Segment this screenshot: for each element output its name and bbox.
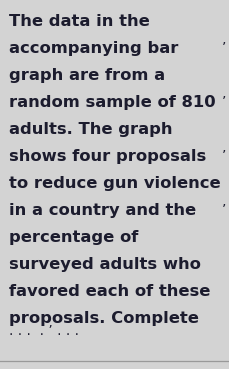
Text: surveyed adults who: surveyed adults who [9, 257, 200, 272]
Text: accompanying bar: accompanying bar [9, 41, 178, 56]
Text: The data in the: The data in the [9, 14, 149, 29]
Text: ’: ’ [221, 41, 225, 55]
Text: ’: ’ [221, 95, 225, 109]
Text: adults. The graph: adults. The graph [9, 122, 172, 137]
Text: . . .  . ’ . . .: . . . . ’ . . . [9, 324, 79, 338]
Text: shows four proposals: shows four proposals [9, 149, 205, 164]
Text: proposals. Complete: proposals. Complete [9, 311, 198, 326]
Text: favored each of these: favored each of these [9, 284, 210, 299]
Text: random sample of 810: random sample of 810 [9, 95, 215, 110]
Text: ’: ’ [221, 149, 225, 163]
Text: in a country and the: in a country and the [9, 203, 195, 218]
Text: to reduce gun violence: to reduce gun violence [9, 176, 220, 191]
Text: graph are from a: graph are from a [9, 68, 164, 83]
Text: percentage of: percentage of [9, 230, 138, 245]
Text: ’: ’ [221, 203, 225, 217]
